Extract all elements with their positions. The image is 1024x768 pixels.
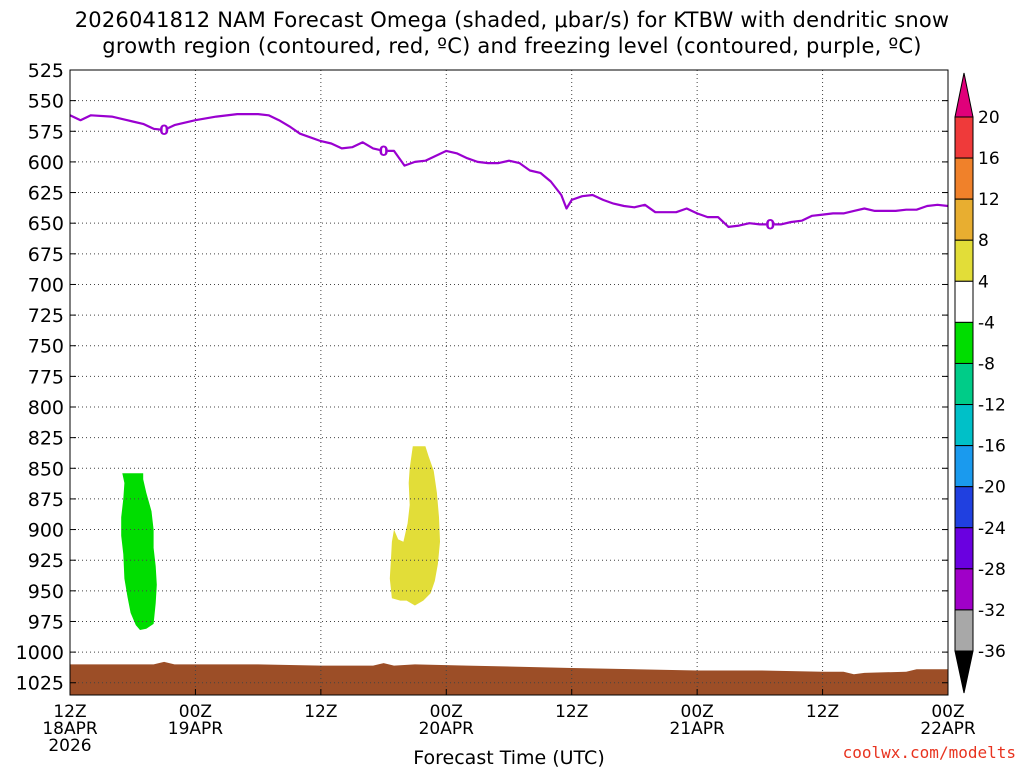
colorbar-bin bbox=[954, 157, 974, 200]
colorbar-bin bbox=[954, 321, 974, 364]
colorbar-bin bbox=[954, 239, 974, 282]
y-tick-label: 825 bbox=[28, 428, 64, 450]
y-tick-label: 550 bbox=[28, 91, 64, 113]
x-tick-label: 00Z bbox=[681, 702, 714, 722]
freezing-level-label: 0 bbox=[379, 144, 389, 160]
y-tick-label: 750 bbox=[28, 336, 64, 358]
axis-tick-labels: 525 550 575 600 625 650 675 700 725 750 775 800 825 8… bbox=[16, 60, 976, 756]
x-tick-label: 12Z bbox=[304, 702, 337, 722]
chart-title-line1: 2026041812 NAM Forecast Omega (shaded, μ… bbox=[74, 8, 950, 32]
colorbar-bin bbox=[954, 198, 974, 241]
colorbar-label: 20 bbox=[978, 108, 1000, 128]
y-tick-label: 875 bbox=[28, 489, 64, 511]
x-tick-label: 00Z bbox=[179, 702, 212, 722]
colorbar-bottom-arrow bbox=[954, 650, 974, 694]
omega-region-1 bbox=[121, 473, 157, 630]
freezing-level-line bbox=[69, 112, 949, 228]
y-tick-label: 800 bbox=[28, 397, 64, 419]
colorbar-bin bbox=[954, 486, 974, 529]
freezing-level-label-bg bbox=[379, 143, 388, 158]
colorbar-bin bbox=[954, 362, 974, 406]
x-tick-label: 12Z bbox=[53, 702, 86, 722]
y-tick-label: 1025 bbox=[16, 673, 64, 695]
freezing-level-label: 0 bbox=[765, 217, 775, 233]
omega-region-2 bbox=[389, 446, 440, 606]
colorbar-bin bbox=[954, 445, 974, 488]
y-tick-label: 1000 bbox=[16, 642, 64, 664]
colorbar-label: 8 bbox=[978, 231, 989, 251]
y-tick-label: 650 bbox=[28, 213, 64, 235]
colorbar-label: 16 bbox=[978, 149, 1000, 169]
colorbar-label: -8 bbox=[978, 354, 995, 374]
colorbar-bin bbox=[954, 404, 974, 447]
colorbar-label: -32 bbox=[978, 601, 1006, 621]
freezing-level-label-bg bbox=[766, 217, 775, 232]
colorbar-bin bbox=[954, 527, 974, 570]
y-tick-label: 675 bbox=[28, 244, 64, 266]
freezing-level-label: 0 bbox=[159, 123, 169, 139]
colorbar-label: -20 bbox=[978, 478, 1006, 498]
gridlines bbox=[70, 70, 948, 695]
colorbar-bin bbox=[954, 280, 974, 323]
y-tick-label: 625 bbox=[28, 183, 64, 205]
y-tick-label: 575 bbox=[28, 121, 64, 143]
x-tick-label: 00Z bbox=[931, 702, 964, 722]
colorbar-bin bbox=[954, 609, 974, 652]
y-tick-label: 900 bbox=[28, 520, 64, 542]
x-tick-label: 12Z bbox=[555, 702, 588, 722]
y-tick-label: 925 bbox=[28, 550, 64, 572]
x-tick-label: 00Z bbox=[430, 702, 463, 722]
colorbar-label: -16 bbox=[978, 437, 1006, 457]
y-tick-label: 950 bbox=[28, 581, 64, 603]
y-tick-label: 850 bbox=[28, 458, 64, 480]
colorbar-label: -12 bbox=[978, 396, 1006, 416]
x-tick-label: 19APR bbox=[168, 719, 224, 739]
x-tick-label: 18APR bbox=[42, 719, 98, 739]
credit-link[interactable]: coolwx.com/modelts bbox=[842, 743, 1016, 762]
freezing-level-label-bg bbox=[160, 123, 169, 138]
x-tick-label: 20APR bbox=[419, 719, 475, 739]
omega-shading-layer bbox=[70, 446, 948, 695]
freezing-level-layer: 0 0 0 bbox=[69, 112, 949, 233]
colorbar-bin bbox=[954, 116, 974, 159]
colorbar-label: -36 bbox=[978, 642, 1006, 662]
colorbar-top-arrow bbox=[954, 72, 974, 118]
x-tick-label: 12Z bbox=[806, 702, 839, 722]
colorbar-bin bbox=[954, 568, 974, 611]
colorbar: 20 16 12 8 4 -4 -8 -12 -16 -20 -24 -28 -32 -36 bbox=[954, 72, 1006, 694]
colorbar-label: -4 bbox=[978, 313, 995, 333]
x-tick-label: 2026 bbox=[48, 736, 91, 756]
y-tick-label: 525 bbox=[28, 60, 64, 82]
x-tick-label: 21APR bbox=[669, 719, 725, 739]
chart-title-line2: growth region (contoured, red, ºC) and f… bbox=[102, 34, 922, 58]
colorbar-label: 4 bbox=[978, 272, 989, 292]
y-tick-label: 725 bbox=[28, 305, 64, 327]
y-tick-label: 700 bbox=[28, 274, 64, 296]
plot-frame bbox=[69, 69, 949, 696]
y-tick-label: 975 bbox=[28, 611, 64, 633]
x-axis-label: Forecast Time (UTC) bbox=[413, 747, 604, 768]
y-tick-label: 775 bbox=[28, 366, 64, 388]
colorbar-label: -28 bbox=[978, 560, 1006, 580]
y-tick-label: 600 bbox=[28, 152, 64, 174]
x-tick-label: 22APR bbox=[920, 719, 976, 739]
colorbar-label: 12 bbox=[978, 190, 1000, 210]
ground-surface bbox=[70, 661, 948, 695]
colorbar-label: -24 bbox=[978, 519, 1006, 539]
